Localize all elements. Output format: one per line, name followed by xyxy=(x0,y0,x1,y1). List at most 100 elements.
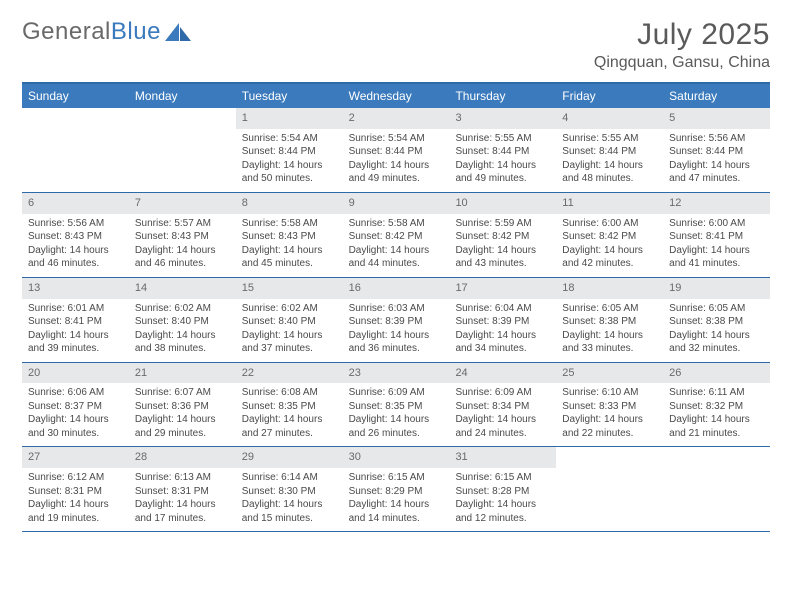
daylight-line: Daylight: 14 hours and 21 minutes. xyxy=(669,413,764,440)
week-row: 1Sunrise: 5:54 AMSunset: 8:44 PMDaylight… xyxy=(22,108,770,193)
day-body: Sunrise: 6:12 AMSunset: 8:31 PMDaylight:… xyxy=(22,468,129,531)
sunrise-line: Sunrise: 6:11 AM xyxy=(669,386,764,400)
day-number: 25 xyxy=(556,363,663,384)
day-number: 26 xyxy=(663,363,770,384)
day-number: 12 xyxy=(663,193,770,214)
sunset-line: Sunset: 8:38 PM xyxy=(562,315,657,329)
day-number: 8 xyxy=(236,193,343,214)
sunset-line: Sunset: 8:40 PM xyxy=(242,315,337,329)
day-number: 3 xyxy=(449,108,556,129)
sunrise-line: Sunrise: 6:03 AM xyxy=(349,302,444,316)
day-body: Sunrise: 5:55 AMSunset: 8:44 PMDaylight:… xyxy=(556,129,663,192)
day-body: Sunrise: 5:57 AMSunset: 8:43 PMDaylight:… xyxy=(129,214,236,277)
daylight-line: Daylight: 14 hours and 22 minutes. xyxy=(562,413,657,440)
sunset-line: Sunset: 8:31 PM xyxy=(135,485,230,499)
sunrise-line: Sunrise: 5:57 AM xyxy=(135,217,230,231)
day-number: 10 xyxy=(449,193,556,214)
daylight-line: Daylight: 14 hours and 38 minutes. xyxy=(135,329,230,356)
daylight-line: Daylight: 14 hours and 33 minutes. xyxy=(562,329,657,356)
sunrise-line: Sunrise: 6:09 AM xyxy=(349,386,444,400)
day-cell: 22Sunrise: 6:08 AMSunset: 8:35 PMDayligh… xyxy=(236,363,343,447)
day-body: Sunrise: 6:15 AMSunset: 8:28 PMDaylight:… xyxy=(449,468,556,531)
daylight-line: Daylight: 14 hours and 46 minutes. xyxy=(28,244,123,271)
day-number: 14 xyxy=(129,278,236,299)
daylight-line: Daylight: 14 hours and 47 minutes. xyxy=(669,159,764,186)
day-number xyxy=(556,447,663,468)
sunrise-line: Sunrise: 5:58 AM xyxy=(242,217,337,231)
day-body: Sunrise: 6:06 AMSunset: 8:37 PMDaylight:… xyxy=(22,383,129,446)
day-body: Sunrise: 6:11 AMSunset: 8:32 PMDaylight:… xyxy=(663,383,770,446)
sunset-line: Sunset: 8:42 PM xyxy=(455,230,550,244)
sunrise-line: Sunrise: 6:15 AM xyxy=(349,471,444,485)
sunrise-line: Sunrise: 5:55 AM xyxy=(562,132,657,146)
sunset-line: Sunset: 8:32 PM xyxy=(669,400,764,414)
day-body: Sunrise: 6:09 AMSunset: 8:34 PMDaylight:… xyxy=(449,383,556,446)
day-number: 18 xyxy=(556,278,663,299)
sunset-line: Sunset: 8:39 PM xyxy=(349,315,444,329)
day-body: Sunrise: 5:58 AMSunset: 8:42 PMDaylight:… xyxy=(343,214,450,277)
sunset-line: Sunset: 8:43 PM xyxy=(28,230,123,244)
sunset-line: Sunset: 8:35 PM xyxy=(242,400,337,414)
day-number: 5 xyxy=(663,108,770,129)
daylight-line: Daylight: 14 hours and 43 minutes. xyxy=(455,244,550,271)
day-cell: 4Sunrise: 5:55 AMSunset: 8:44 PMDaylight… xyxy=(556,108,663,192)
day-body: Sunrise: 6:15 AMSunset: 8:29 PMDaylight:… xyxy=(343,468,450,531)
sunrise-line: Sunrise: 6:14 AM xyxy=(242,471,337,485)
sunset-line: Sunset: 8:43 PM xyxy=(135,230,230,244)
sunset-line: Sunset: 8:33 PM xyxy=(562,400,657,414)
sunrise-line: Sunrise: 6:05 AM xyxy=(669,302,764,316)
dow-monday: Monday xyxy=(129,84,236,108)
logo-sail-icon xyxy=(165,20,191,38)
day-number: 23 xyxy=(343,363,450,384)
daylight-line: Daylight: 14 hours and 26 minutes. xyxy=(349,413,444,440)
day-number: 9 xyxy=(343,193,450,214)
daylight-line: Daylight: 14 hours and 29 minutes. xyxy=(135,413,230,440)
daylight-line: Daylight: 14 hours and 45 minutes. xyxy=(242,244,337,271)
daylight-line: Daylight: 14 hours and 41 minutes. xyxy=(669,244,764,271)
sunrise-line: Sunrise: 5:56 AM xyxy=(669,132,764,146)
day-cell: 9Sunrise: 5:58 AMSunset: 8:42 PMDaylight… xyxy=(343,193,450,277)
sunrise-line: Sunrise: 6:10 AM xyxy=(562,386,657,400)
daylight-line: Daylight: 14 hours and 42 minutes. xyxy=(562,244,657,271)
daylight-line: Daylight: 14 hours and 39 minutes. xyxy=(28,329,123,356)
day-number: 31 xyxy=(449,447,556,468)
sunset-line: Sunset: 8:28 PM xyxy=(455,485,550,499)
day-body: Sunrise: 6:07 AMSunset: 8:36 PMDaylight:… xyxy=(129,383,236,446)
day-cell: 30Sunrise: 6:15 AMSunset: 8:29 PMDayligh… xyxy=(343,447,450,531)
sunset-line: Sunset: 8:43 PM xyxy=(242,230,337,244)
daylight-line: Daylight: 14 hours and 48 minutes. xyxy=(562,159,657,186)
title-block: July 2025 Qingquan, Gansu, China xyxy=(594,18,770,72)
day-body: Sunrise: 6:05 AMSunset: 8:38 PMDaylight:… xyxy=(663,299,770,362)
day-cell: 19Sunrise: 6:05 AMSunset: 8:38 PMDayligh… xyxy=(663,278,770,362)
daylight-line: Daylight: 14 hours and 30 minutes. xyxy=(28,413,123,440)
day-body: Sunrise: 6:01 AMSunset: 8:41 PMDaylight:… xyxy=(22,299,129,362)
sunset-line: Sunset: 8:41 PM xyxy=(669,230,764,244)
day-cell: 18Sunrise: 6:05 AMSunset: 8:38 PMDayligh… xyxy=(556,278,663,362)
day-body: Sunrise: 5:56 AMSunset: 8:44 PMDaylight:… xyxy=(663,129,770,192)
daylight-line: Daylight: 14 hours and 17 minutes. xyxy=(135,498,230,525)
sunrise-line: Sunrise: 5:59 AM xyxy=(455,217,550,231)
day-cell: 17Sunrise: 6:04 AMSunset: 8:39 PMDayligh… xyxy=(449,278,556,362)
header: GeneralBlue July 2025 Qingquan, Gansu, C… xyxy=(22,18,770,72)
day-cell: 5Sunrise: 5:56 AMSunset: 8:44 PMDaylight… xyxy=(663,108,770,192)
sunrise-line: Sunrise: 6:04 AM xyxy=(455,302,550,316)
sunrise-line: Sunrise: 6:02 AM xyxy=(242,302,337,316)
day-number: 19 xyxy=(663,278,770,299)
daylight-line: Daylight: 14 hours and 15 minutes. xyxy=(242,498,337,525)
brand-logo: GeneralBlue xyxy=(22,18,191,46)
sunset-line: Sunset: 8:44 PM xyxy=(562,145,657,159)
daylight-line: Daylight: 14 hours and 49 minutes. xyxy=(455,159,550,186)
dow-row: SundayMondayTuesdayWednesdayThursdayFrid… xyxy=(22,84,770,108)
day-number: 16 xyxy=(343,278,450,299)
week-row: 20Sunrise: 6:06 AMSunset: 8:37 PMDayligh… xyxy=(22,363,770,448)
day-number xyxy=(663,447,770,468)
day-body: Sunrise: 6:02 AMSunset: 8:40 PMDaylight:… xyxy=(129,299,236,362)
daylight-line: Daylight: 14 hours and 32 minutes. xyxy=(669,329,764,356)
sunrise-line: Sunrise: 6:02 AM xyxy=(135,302,230,316)
day-body: Sunrise: 6:09 AMSunset: 8:35 PMDaylight:… xyxy=(343,383,450,446)
sunset-line: Sunset: 8:30 PM xyxy=(242,485,337,499)
sunset-line: Sunset: 8:42 PM xyxy=(349,230,444,244)
day-number: 4 xyxy=(556,108,663,129)
day-body: Sunrise: 5:54 AMSunset: 8:44 PMDaylight:… xyxy=(236,129,343,192)
day-number: 21 xyxy=(129,363,236,384)
